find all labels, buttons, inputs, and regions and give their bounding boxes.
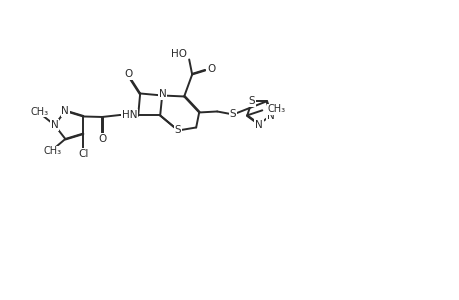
Text: CH₃: CH₃ (43, 146, 62, 157)
Text: HO: HO (171, 49, 187, 59)
Text: N: N (158, 89, 166, 100)
Text: O: O (98, 134, 106, 144)
Text: N: N (267, 111, 274, 121)
Text: N: N (62, 106, 69, 116)
Text: N: N (50, 120, 58, 130)
Text: O: O (207, 64, 215, 74)
Text: S: S (174, 125, 181, 136)
Text: CH₃: CH₃ (267, 104, 285, 114)
Text: S: S (248, 96, 255, 106)
Text: O: O (124, 70, 132, 80)
Text: N: N (255, 120, 263, 130)
Text: S: S (230, 110, 236, 119)
Text: CH₃: CH₃ (30, 106, 49, 116)
Text: Cl: Cl (78, 149, 88, 159)
Text: HN: HN (122, 110, 137, 120)
